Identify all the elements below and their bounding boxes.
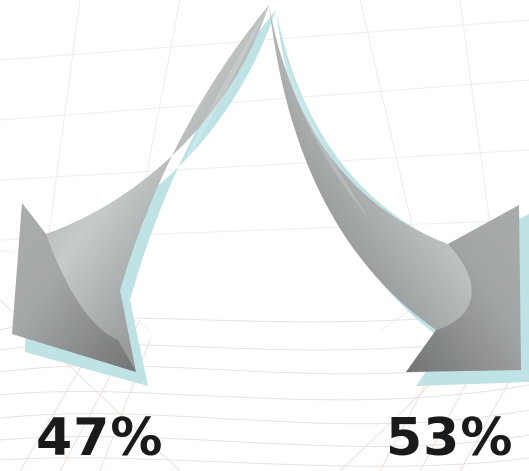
- arrow-split-right-icon: [269, 5, 521, 372]
- arrow-split-left-icon: [12, 5, 269, 372]
- left-percentage-label: 47%: [36, 408, 164, 468]
- background-pattern: [0, 239, 529, 471]
- right-percentage-label: 53%: [386, 408, 514, 468]
